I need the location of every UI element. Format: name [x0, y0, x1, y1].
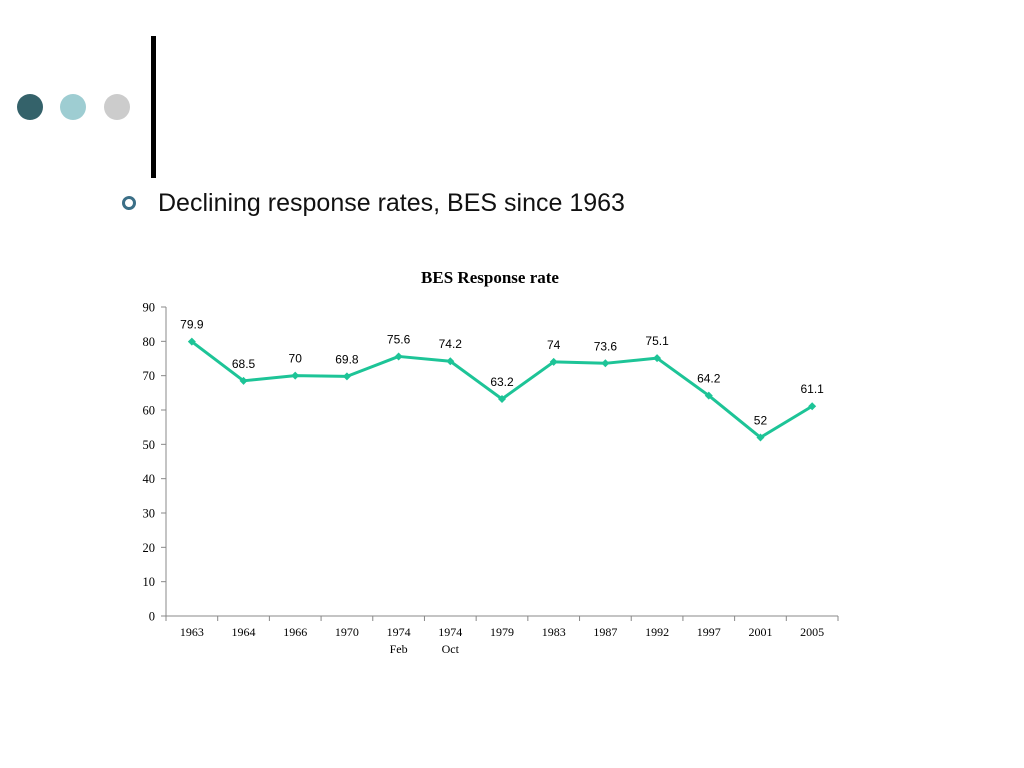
data-label: 79.9 — [180, 318, 204, 332]
data-point-marker — [342, 372, 351, 381]
data-label: 52 — [754, 413, 768, 427]
x-tick-label: 1974 — [438, 625, 462, 639]
y-tick-label: 40 — [143, 472, 156, 486]
data-label: 70 — [289, 352, 303, 366]
x-tick-label: 2001 — [748, 625, 772, 639]
data-point-marker — [549, 357, 558, 366]
data-label: 74 — [547, 338, 561, 352]
data-label: 64.2 — [697, 372, 721, 386]
y-tick-label: 80 — [143, 335, 156, 349]
data-label: 73.6 — [594, 339, 618, 353]
decor-dot-teal-light — [60, 94, 86, 120]
y-tick-label: 20 — [143, 541, 156, 555]
y-tick-label: 90 — [143, 301, 156, 315]
x-tick-label: 1987 — [593, 625, 617, 639]
data-point-marker — [446, 357, 455, 366]
y-tick-label: 10 — [143, 575, 156, 589]
x-tick-label: 1963 — [180, 625, 204, 639]
y-tick-label: 70 — [143, 369, 156, 383]
decor-dot-grey — [104, 94, 130, 120]
y-tick-label: 0 — [149, 610, 155, 624]
data-point-marker — [653, 354, 662, 363]
x-tick-label: 1979 — [490, 625, 514, 639]
data-point-marker — [394, 352, 403, 361]
x-tick-label: 1964 — [232, 625, 256, 639]
data-label: 63.2 — [490, 375, 514, 389]
x-tick-label: 1983 — [542, 625, 566, 639]
data-label: 75.1 — [645, 334, 669, 348]
data-label: 75.6 — [387, 332, 411, 346]
x-tick-label: 1992 — [645, 625, 669, 639]
y-tick-label: 50 — [143, 438, 156, 452]
x-tick-label: Oct — [442, 642, 460, 656]
x-tick-label: 1974 — [387, 625, 411, 639]
data-label: 69.8 — [335, 352, 359, 366]
decor-dot-teal-dark — [17, 94, 43, 120]
data-point-marker — [187, 337, 196, 346]
data-label: 68.5 — [232, 357, 256, 371]
bullet-text: Declining response rates, BES since 1963 — [158, 188, 625, 217]
series-line — [190, 340, 813, 439]
data-label: 61.1 — [800, 382, 824, 396]
y-tick-label: 30 — [143, 507, 156, 521]
chart-title: BES Response rate — [421, 268, 559, 287]
data-point-marker — [756, 433, 765, 442]
data-point-marker — [239, 376, 248, 385]
data-point-marker — [291, 371, 300, 380]
data-point-marker — [808, 402, 817, 411]
bullet-circle-icon — [122, 196, 136, 210]
x-tick-label: 2005 — [800, 625, 824, 639]
data-point-marker — [704, 391, 713, 400]
bullet-item: Declining response rates, BES since 1963 — [122, 186, 625, 220]
x-tick-label: 1997 — [697, 625, 721, 639]
data-point-marker — [601, 359, 610, 368]
y-tick-label: 60 — [143, 404, 156, 418]
x-tick-label: 1970 — [335, 625, 359, 639]
x-tick-label: Feb — [390, 642, 408, 656]
data-point-marker — [498, 395, 506, 404]
title-divider-bar — [151, 36, 156, 178]
data-label: 74.2 — [439, 337, 463, 351]
x-tick-label: 1966 — [283, 625, 307, 639]
